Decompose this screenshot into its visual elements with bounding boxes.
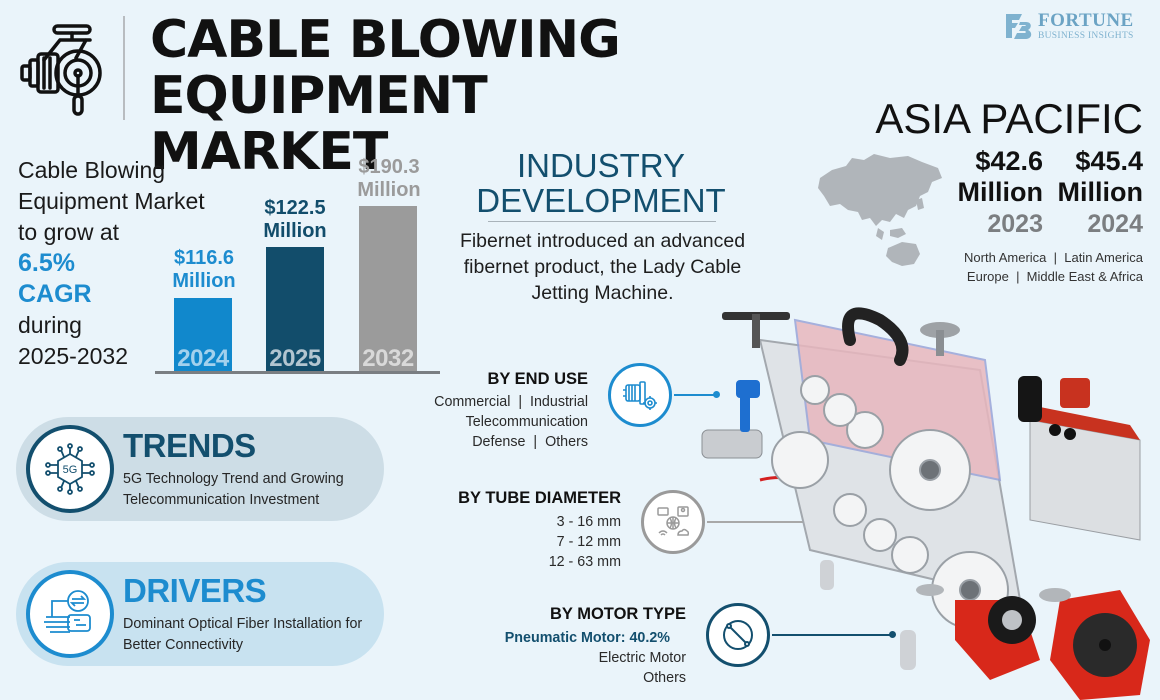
motor-type-highlight: Pneumatic Motor: 40.2% xyxy=(504,630,670,646)
growth-line-1: Cable Blowing xyxy=(18,157,166,183)
brand-logo: FORTUNE BUSINESS INSIGHTS xyxy=(1004,10,1154,44)
asia-pacific-map-icon xyxy=(812,148,947,273)
region-stat-2024: $45.4 Million 2024 xyxy=(1043,146,1143,240)
industry-title-line-1: INDUSTRY xyxy=(516,147,686,184)
region-title: ASIA PACIFIC xyxy=(875,95,1143,142)
segment-end-use-items: Commercial | Industrial Telecommunicatio… xyxy=(380,392,588,452)
motor-type-connector-dot xyxy=(889,631,896,638)
tube-diameter-item: 7 - 12 mm xyxy=(556,534,621,550)
motor-type-item: Others xyxy=(643,670,686,686)
bar-value-2025: $122.5 Million xyxy=(235,197,355,243)
industry-development-title: INDUSTRY DEVELOPMENT xyxy=(470,148,732,218)
bar-value-2024: $116.6 Million xyxy=(144,247,264,293)
market-size-bar-chart: $116.6 Million 2024 $122.5 Million 2025 … xyxy=(155,150,440,374)
growth-period: 2025-2032 xyxy=(18,343,128,369)
header-divider xyxy=(123,16,125,120)
page-title: CABLE BLOWING EQUIPMENT MARKET xyxy=(150,12,970,180)
industry-development-text: Fibernet introduced an advanced fibernet… xyxy=(459,230,746,304)
bar-value-2032-amount: $190.3 xyxy=(358,156,420,178)
bar-2025: 2025 xyxy=(266,247,324,371)
end-use-connector xyxy=(674,394,716,396)
network-globe-icon xyxy=(657,506,690,536)
motor-symbol-icon xyxy=(723,620,753,650)
end-use-item: Telecommunication xyxy=(465,414,588,430)
trends-card: 5G TRENDS 5G Technology Trend and Growin… xyxy=(16,417,384,521)
trends-icon-circle: 5G xyxy=(26,425,114,513)
bar-value-2032: $190.3 Million xyxy=(329,156,449,202)
cagr-value: 6.5% xyxy=(18,249,75,277)
drivers-text: Dominant Optical Fiber Installation for … xyxy=(123,616,363,653)
end-use-item: Commercial | Industrial xyxy=(434,394,588,410)
region-stat-2024-year: 2024 xyxy=(1087,210,1143,238)
bar-label-2025: 2025 xyxy=(269,345,321,372)
tube-diameter-item: 12 - 63 mm xyxy=(548,554,621,570)
region-stat-2023: $42.6 Million 2023 xyxy=(943,146,1043,240)
growth-line-3: to grow at xyxy=(18,219,119,245)
brand-subtitle: BUSINESS INSIGHTS xyxy=(1038,31,1134,41)
bar-value-2024-unit: Million xyxy=(172,270,236,292)
bar-label-2032: 2032 xyxy=(362,345,414,372)
bar-value-2024-amount: $116.6 xyxy=(173,247,235,269)
region-stat-2023-unit: Million xyxy=(957,177,1043,207)
industry-title-line-2: DEVELOPMENT xyxy=(476,182,726,219)
trends-text: 5G Technology Trend and Growing Telecomm… xyxy=(123,471,344,508)
end-use-connector-dot xyxy=(713,391,720,398)
title-line-1: CABLE BLOWING EQUIPMENT xyxy=(150,10,621,126)
end-use-item: Defense | Others xyxy=(472,434,588,450)
tube-diameter-icon-circle xyxy=(641,490,705,554)
bar-2024: 2024 xyxy=(174,298,232,371)
other-regions: North America | Latin America Europe | M… xyxy=(930,248,1143,286)
title-line-2: MARKET xyxy=(150,122,388,182)
segment-motor-type-items: Pneumatic Motor: 40.2% Electric Motor Ot… xyxy=(490,628,686,688)
growth-summary: Cable Blowing Equipment Market to grow a… xyxy=(18,155,218,372)
motor-gear-icon xyxy=(623,381,657,410)
cable-jetting-machine-photo xyxy=(700,300,1160,700)
segment-end-use-title: BY END USE xyxy=(487,370,588,388)
region-stat-2024-value: $45.4 xyxy=(1075,146,1143,176)
trends-title: TRENDS xyxy=(123,427,256,464)
region-stat-2023-value: $42.6 xyxy=(975,146,1043,176)
motor-type-connector xyxy=(772,634,892,636)
segment-tube-diameter-title: BY TUBE DIAMETER xyxy=(458,489,621,507)
other-regions-line-2: Europe | Middle East & Africa xyxy=(966,269,1143,284)
segment-tube-diameter-items: 3 - 16 mm 7 - 12 mm 12 - 63 mm xyxy=(480,512,621,572)
motor-type-icon-circle xyxy=(706,603,770,667)
cagr-label: CAGR xyxy=(18,280,92,308)
tube-diameter-connector xyxy=(707,521,807,523)
brand-name: FORTUNE xyxy=(1038,10,1134,31)
motor-type-item: Electric Motor xyxy=(598,650,686,666)
growth-line-2: Equipment Market xyxy=(18,188,205,214)
bar-value-2025-unit: Million xyxy=(263,220,327,242)
end-use-icon-circle xyxy=(608,363,672,427)
bar-2032: 2032 xyxy=(359,206,417,371)
tube-diameter-item: 3 - 16 mm xyxy=(556,514,621,530)
growth-line-4: during xyxy=(18,312,82,338)
cable-blowing-machine-icon xyxy=(16,18,106,118)
chart-baseline xyxy=(155,371,440,374)
segment-motor-type-title: BY MOTOR TYPE xyxy=(550,605,686,623)
drivers-title: DRIVERS xyxy=(123,572,267,609)
region-stat-2023-year: 2023 xyxy=(987,210,1043,238)
bar-value-2032-unit: Million xyxy=(357,179,421,201)
optical-fiber-icon xyxy=(44,590,91,633)
industry-divider xyxy=(488,221,716,222)
drivers-icon-circle xyxy=(26,570,114,658)
other-regions-line-1: North America | Latin America xyxy=(964,250,1143,265)
bar-value-2025-amount: $122.5 xyxy=(264,197,326,219)
fortune-logo-icon xyxy=(1006,14,1032,39)
drivers-card: DRIVERS Dominant Optical Fiber Installat… xyxy=(16,562,384,666)
bar-label-2024: 2024 xyxy=(177,345,229,372)
region-stat-2024-unit: Million xyxy=(1057,177,1143,207)
svg-text:5G: 5G xyxy=(63,464,78,476)
5g-network-icon: 5G xyxy=(45,443,95,495)
